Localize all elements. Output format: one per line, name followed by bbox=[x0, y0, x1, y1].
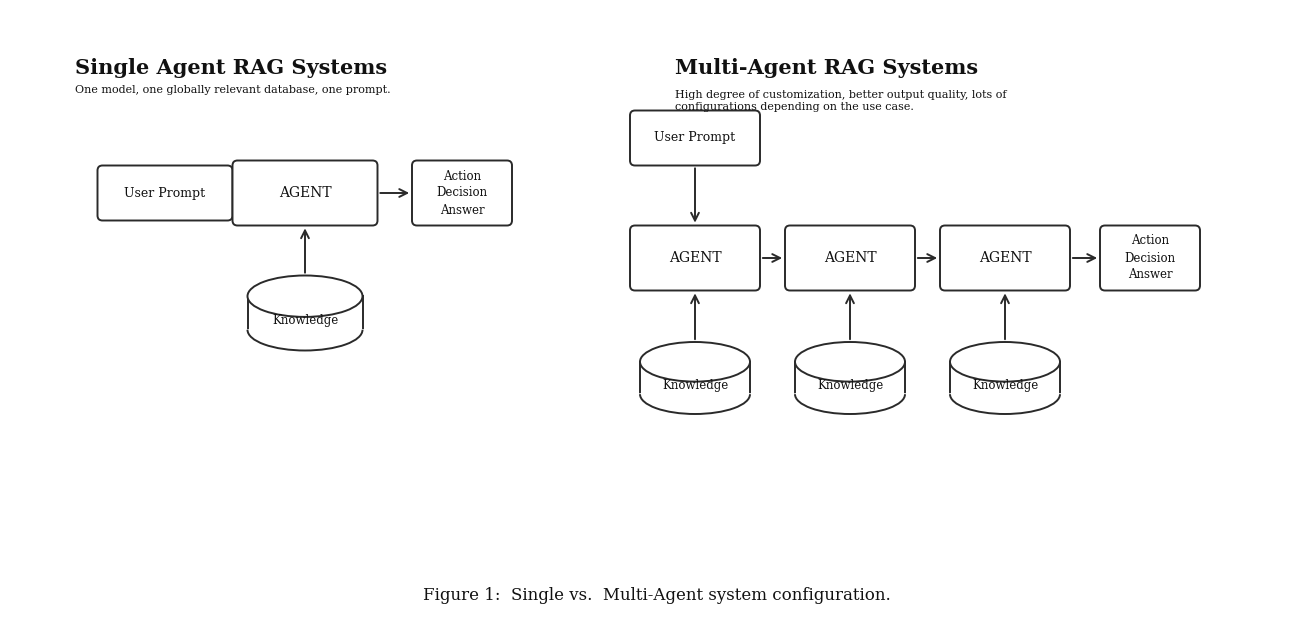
FancyBboxPatch shape bbox=[784, 225, 915, 291]
FancyBboxPatch shape bbox=[233, 161, 377, 225]
Text: AGENT: AGENT bbox=[669, 251, 721, 265]
Text: Figure 1:  Single vs.  Multi-Agent system configuration.: Figure 1: Single vs. Multi-Agent system … bbox=[423, 588, 891, 605]
FancyBboxPatch shape bbox=[97, 166, 233, 220]
Text: Action
Decision
Answer: Action Decision Answer bbox=[436, 170, 487, 217]
FancyBboxPatch shape bbox=[940, 225, 1070, 291]
Polygon shape bbox=[795, 362, 905, 394]
Text: Knowledge: Knowledge bbox=[817, 379, 883, 392]
Text: User Prompt: User Prompt bbox=[125, 187, 205, 200]
Ellipse shape bbox=[640, 342, 750, 382]
Text: High degree of customization, better output quality, lots of
configurations depe: High degree of customization, better out… bbox=[675, 90, 1007, 112]
Ellipse shape bbox=[795, 342, 905, 382]
Text: Single Agent RAG Systems: Single Agent RAG Systems bbox=[75, 58, 388, 78]
Text: AGENT: AGENT bbox=[979, 251, 1031, 265]
Polygon shape bbox=[247, 296, 363, 330]
Text: Action
Decision
Answer: Action Decision Answer bbox=[1125, 234, 1176, 281]
Text: Knowledge: Knowledge bbox=[662, 379, 728, 392]
Text: Multi-Agent RAG Systems: Multi-Agent RAG Systems bbox=[675, 58, 978, 78]
Polygon shape bbox=[640, 362, 750, 394]
Polygon shape bbox=[950, 362, 1060, 394]
Text: One model, one globally relevant database, one prompt.: One model, one globally relevant databas… bbox=[75, 85, 390, 95]
FancyBboxPatch shape bbox=[629, 111, 759, 166]
FancyBboxPatch shape bbox=[413, 161, 512, 225]
Text: Knowledge: Knowledge bbox=[272, 314, 338, 327]
Ellipse shape bbox=[247, 276, 363, 317]
Text: Knowledge: Knowledge bbox=[972, 379, 1038, 392]
Ellipse shape bbox=[950, 342, 1060, 382]
FancyBboxPatch shape bbox=[1100, 225, 1200, 291]
Text: User Prompt: User Prompt bbox=[654, 131, 736, 144]
Text: AGENT: AGENT bbox=[824, 251, 876, 265]
FancyBboxPatch shape bbox=[629, 225, 759, 291]
Text: AGENT: AGENT bbox=[279, 186, 331, 200]
